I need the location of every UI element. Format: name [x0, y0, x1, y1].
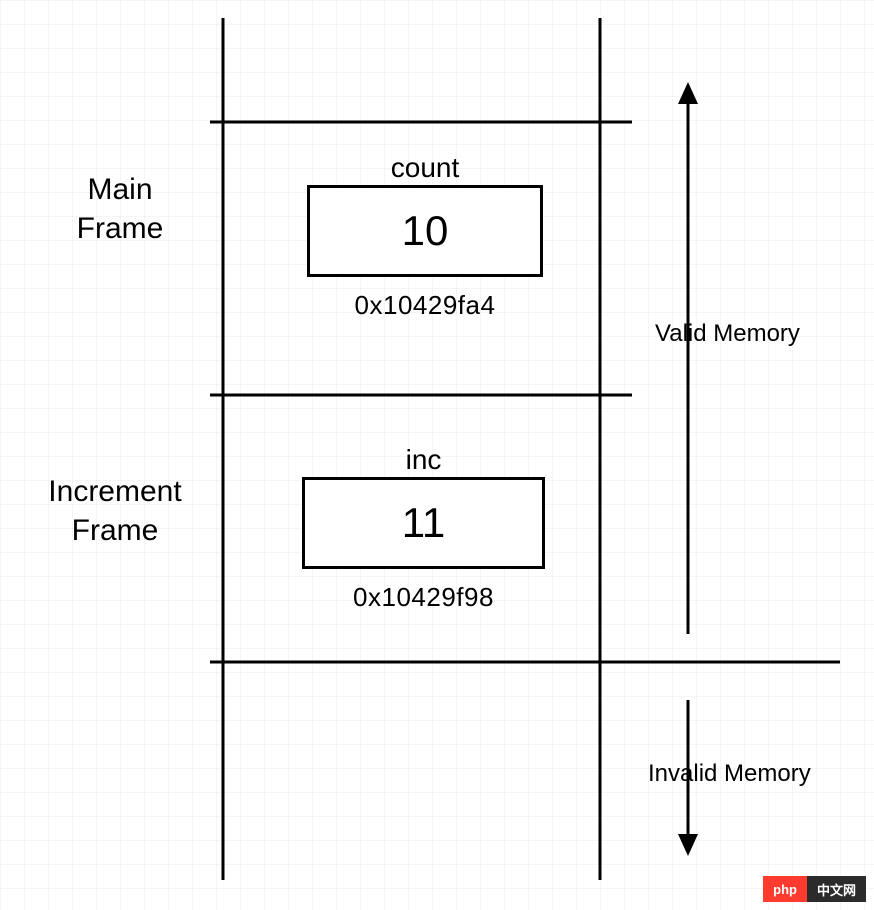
- inc-value-box: 11: [302, 477, 545, 569]
- increment-frame-line2: Frame: [72, 514, 159, 547]
- watermark: php 中文网: [763, 876, 866, 902]
- watermark-left: php: [763, 876, 807, 902]
- inc-value: 11: [402, 499, 446, 547]
- main-frame-line2: Frame: [77, 212, 164, 245]
- inc-address: 0x10429f98: [302, 582, 545, 613]
- count-value: 10: [402, 207, 449, 255]
- count-address: 0x10429fa4: [307, 290, 543, 321]
- text-layer: Main Frame count 10 0x10429fa4 Increment…: [0, 0, 874, 910]
- valid-memory-label: Valid Memory: [655, 320, 800, 348]
- main-frame-line1: Main: [87, 173, 152, 206]
- stack-memory-diagram: Main Frame count 10 0x10429fa4 Increment…: [0, 0, 874, 910]
- increment-frame-line1: Increment: [48, 475, 181, 508]
- count-variable-label: count: [307, 152, 543, 184]
- increment-frame-label: Increment Frame: [20, 472, 210, 550]
- count-value-box: 10: [307, 185, 543, 277]
- main-frame-label: Main Frame: [40, 170, 200, 248]
- watermark-right: 中文网: [807, 876, 866, 902]
- inc-variable-label: inc: [302, 444, 545, 476]
- invalid-memory-label: Invalid Memory: [648, 760, 811, 788]
